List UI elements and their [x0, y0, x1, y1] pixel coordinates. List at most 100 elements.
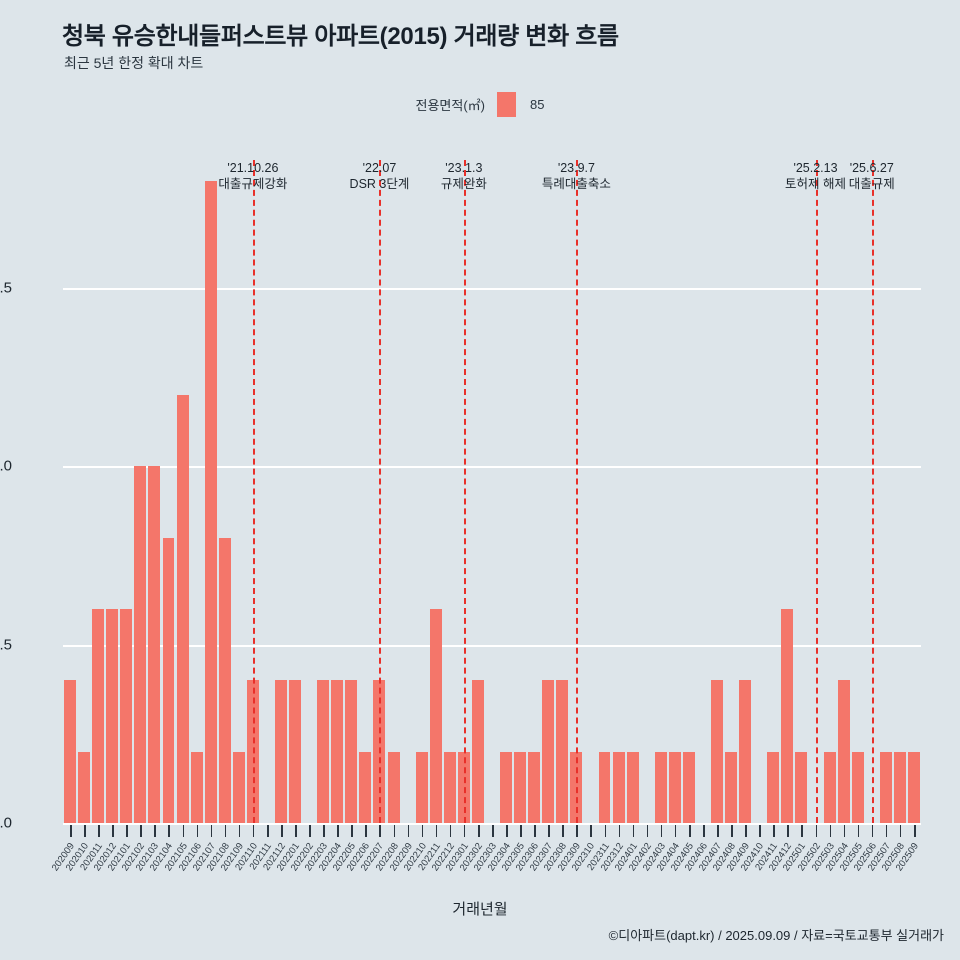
x-tick-mark	[196, 825, 199, 837]
event-description: 규제완화	[440, 177, 487, 191]
bar[interactable]	[542, 680, 555, 823]
bar[interactable]	[514, 751, 527, 823]
bar[interactable]	[415, 751, 428, 823]
bar[interactable]	[134, 466, 147, 823]
x-tick-mark	[224, 825, 227, 837]
bar[interactable]	[654, 751, 667, 823]
x-tick-mark	[829, 825, 832, 837]
x-tick-mark	[421, 825, 424, 837]
event-annotation: '25.2.13 토허제 해제	[785, 160, 846, 192]
bar[interactable]	[317, 680, 330, 823]
x-tick-mark	[731, 825, 733, 837]
bar[interactable]	[176, 394, 189, 823]
bar[interactable]	[907, 751, 920, 823]
x-tick-mark	[70, 825, 72, 837]
x-tick-mark	[84, 825, 86, 837]
bar[interactable]	[612, 751, 625, 823]
bar[interactable]	[879, 751, 892, 823]
x-tick-mark	[98, 825, 100, 837]
bar[interactable]	[275, 680, 287, 823]
x-tick-mark	[295, 825, 297, 837]
bar[interactable]	[570, 751, 583, 823]
bar[interactable]	[851, 751, 864, 823]
bar[interactable]	[725, 751, 738, 823]
bar[interactable]	[92, 608, 105, 823]
bar[interactable]	[232, 751, 245, 823]
x-axis-title: 거래년월	[452, 901, 508, 918]
x-tick-mark	[815, 825, 818, 837]
bar[interactable]	[204, 180, 217, 823]
bar[interactable]	[598, 751, 611, 823]
x-axis-tick-labels: 202009 202010 202011 202012 202101 202102 2021…	[0, 825, 960, 955]
x-tick-mark	[126, 825, 128, 837]
x-tick-mark	[393, 825, 396, 837]
bar[interactable]	[823, 751, 836, 823]
bar[interactable]	[837, 680, 850, 823]
bar[interactable]	[795, 751, 808, 823]
y-tick-label: 7.5	[0, 279, 12, 297]
x-tick-mark	[140, 825, 142, 837]
x-tick-mark	[407, 825, 410, 837]
x-tick-mark	[899, 825, 902, 837]
gridline	[63, 287, 921, 290]
x-tick-mark	[435, 825, 438, 837]
bar[interactable]	[106, 608, 119, 823]
x-tick-mark	[252, 825, 255, 837]
event-date: '23.1.3	[445, 161, 483, 175]
bar[interactable]	[767, 751, 780, 823]
bar[interactable]	[739, 680, 752, 823]
bar[interactable]	[443, 751, 456, 823]
legend-title: 전용면적(㎡)	[415, 98, 486, 113]
legend-swatch-85	[497, 92, 517, 117]
bar[interactable]	[64, 680, 76, 823]
bar[interactable]	[781, 608, 794, 823]
x-tick-mark	[885, 825, 888, 837]
bar[interactable]	[345, 680, 358, 823]
bar[interactable]	[78, 751, 91, 823]
event-annotation: '23.1.3 규제완화	[441, 160, 487, 192]
x-tick-mark	[562, 825, 564, 837]
bar[interactable]	[711, 680, 724, 823]
event-annotation: '25.6.27 대출규제	[849, 160, 895, 192]
x-tick-mark	[801, 825, 804, 837]
bar[interactable]	[893, 751, 906, 823]
event-date: '21.10.26	[227, 161, 279, 175]
bar[interactable]	[148, 466, 161, 823]
bar[interactable]	[528, 751, 541, 823]
x-tick-mark	[154, 825, 157, 837]
bar[interactable]	[500, 751, 513, 823]
x-tick-mark	[871, 825, 874, 837]
x-tick-mark	[281, 825, 283, 837]
x-tick-mark	[857, 825, 860, 837]
bar[interactable]	[682, 751, 695, 823]
bar[interactable]	[162, 537, 175, 823]
bar[interactable]	[120, 608, 133, 823]
event-date: '23.9.7	[557, 161, 595, 175]
bar-series-85	[63, 140, 921, 825]
bar[interactable]	[556, 680, 569, 823]
bar[interactable]	[218, 537, 231, 823]
bar[interactable]	[668, 751, 681, 823]
x-tick-mark	[604, 825, 607, 837]
x-tick-mark	[238, 825, 241, 837]
bar[interactable]	[387, 751, 400, 823]
x-tick-mark	[913, 825, 916, 837]
chart-legend: 전용면적(㎡) 85	[0, 92, 960, 117]
bar[interactable]	[190, 751, 203, 823]
bar[interactable]	[359, 751, 372, 823]
bar[interactable]	[331, 680, 344, 823]
bar[interactable]	[429, 608, 442, 823]
event-description: DSR 3단계	[349, 177, 410, 191]
x-tick-mark	[773, 825, 775, 837]
x-tick-mark	[379, 825, 382, 837]
bar[interactable]	[289, 680, 302, 823]
x-tick-mark	[182, 825, 185, 837]
y-tick-label: 5.0	[0, 457, 12, 475]
bar[interactable]	[457, 751, 470, 823]
bar[interactable]	[471, 680, 484, 823]
bar[interactable]	[626, 751, 639, 823]
event-description: 특례대출축소	[541, 177, 611, 191]
bar[interactable]	[246, 680, 259, 823]
x-tick-mark	[632, 825, 635, 837]
bar[interactable]	[373, 680, 386, 823]
